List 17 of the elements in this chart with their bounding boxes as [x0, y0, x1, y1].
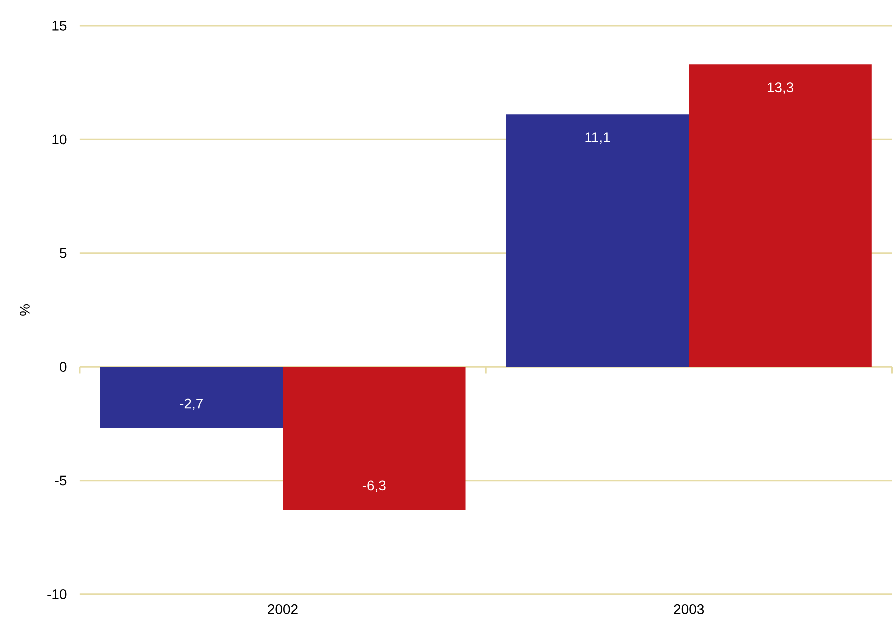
y-tick-label: 0	[60, 362, 67, 372]
x-tick-label: 2003	[674, 604, 704, 614]
bar	[506, 114, 690, 367]
y-tick-label: -5	[55, 476, 67, 486]
data-label: -2,7	[180, 398, 203, 410]
data-label: 11,1	[586, 132, 610, 144]
bar	[283, 366, 466, 510]
data-label: 13,3	[768, 82, 794, 94]
data-label: -6,3	[362, 480, 386, 492]
x-tick-label: 2002	[268, 604, 298, 614]
y-tick-label: 5	[60, 248, 67, 258]
bar	[689, 64, 872, 367]
bar	[100, 366, 283, 428]
y-tick-label: 15	[52, 20, 67, 31]
y-tick-label: -10	[48, 589, 67, 600]
y-axis-title: %	[20, 304, 30, 316]
y-tick-label: 10	[52, 134, 67, 144]
